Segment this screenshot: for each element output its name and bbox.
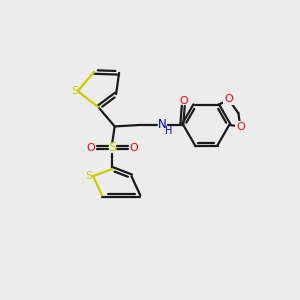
Text: O: O: [87, 142, 95, 153]
Text: O: O: [236, 122, 245, 132]
Text: O: O: [179, 95, 188, 106]
Text: H: H: [166, 126, 173, 136]
Text: S: S: [108, 141, 116, 154]
Text: O: O: [129, 142, 138, 153]
Text: S: S: [71, 86, 78, 96]
Text: O: O: [224, 94, 233, 104]
Text: S: S: [85, 171, 92, 181]
Text: N: N: [158, 118, 167, 131]
